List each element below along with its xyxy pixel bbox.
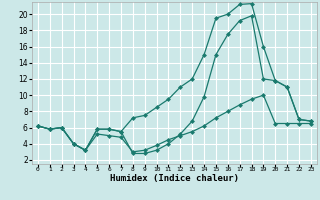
- X-axis label: Humidex (Indice chaleur): Humidex (Indice chaleur): [110, 174, 239, 183]
